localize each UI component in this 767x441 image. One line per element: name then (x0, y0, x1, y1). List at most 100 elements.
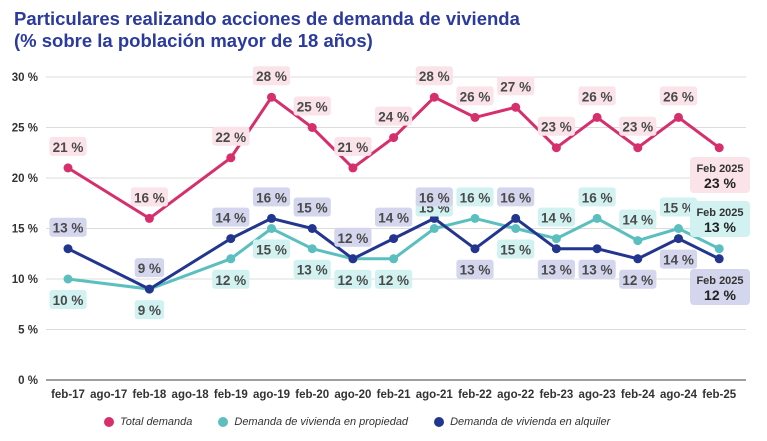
data-point (633, 254, 643, 264)
data-label: 27 % (500, 79, 531, 94)
data-point (674, 112, 683, 122)
x-tick-label: feb-20 (295, 389, 329, 401)
data-label: 13 % (53, 221, 84, 236)
data-point (714, 254, 724, 264)
x-tick-label: ago-20 (334, 389, 371, 401)
title-line-1: Particulares realizando acciones de dema… (14, 8, 520, 29)
data-point (511, 102, 521, 112)
data-label-bg (619, 209, 657, 229)
y-tick-label: 0 % (18, 375, 38, 387)
data-label: 14 % (663, 253, 694, 268)
data-label: 10 % (53, 293, 84, 308)
data-label: 13 % (582, 263, 613, 278)
legend-label-propiedad: Demanda de vivienda en propiedad (234, 416, 409, 428)
data-label: 25 % (297, 100, 328, 115)
y-tick-label: 15 % (12, 224, 38, 236)
data-label: 26 % (663, 89, 694, 104)
data-label-bg (252, 66, 291, 86)
data-label-bg (375, 207, 413, 227)
callout-box (690, 201, 750, 237)
data-point (714, 244, 724, 254)
data-point (429, 92, 439, 102)
legend: Total demanda Demanda de vivienda en pro… (104, 416, 610, 428)
callout-period: Feb 2025 (696, 275, 743, 287)
data-point (633, 143, 643, 153)
data-label: 15 % (297, 201, 328, 216)
data-label-bg (252, 187, 291, 207)
data-label-bg (212, 269, 250, 289)
legend-dot-total (104, 417, 114, 427)
legend-item-alquiler: Demanda de vivienda en alquiler (434, 416, 610, 428)
data-label: 28 % (256, 69, 287, 84)
data-label: 14 % (378, 211, 409, 226)
data-label-bg (134, 300, 165, 320)
data-point (144, 213, 154, 223)
data-label-bg (130, 187, 168, 207)
data-label: 13 % (297, 263, 328, 278)
data-label-bg (497, 239, 535, 259)
callout-value: 23 % (704, 175, 736, 191)
data-label: 16 % (256, 190, 287, 205)
x-tick-label: feb-25 (702, 389, 736, 401)
x-tick-label: feb-24 (621, 389, 655, 401)
data-point (674, 234, 683, 244)
legend-label-alquiler: Demanda de vivienda en alquiler (450, 416, 611, 428)
data-label: 23 % (622, 120, 653, 135)
data-label: 15 % (256, 243, 287, 258)
data-point (389, 234, 399, 244)
data-point (674, 224, 683, 233)
data-point (551, 143, 561, 153)
data-point (551, 244, 561, 254)
data-label: 14 % (541, 211, 572, 226)
data-point (714, 143, 724, 153)
x-tick-label: ago-23 (579, 389, 616, 401)
data-label-bg (293, 96, 331, 116)
legend-item-total: Total demanda (104, 416, 192, 428)
data-label-bg (659, 86, 698, 106)
data-label: 16 % (500, 190, 531, 205)
data-label-bg (578, 259, 616, 279)
x-tick-label: ago-24 (660, 389, 698, 401)
data-label-bg (537, 207, 575, 227)
y-tick-label: 20 % (12, 173, 38, 185)
data-label-bg (619, 116, 657, 136)
data-label-bg (49, 217, 87, 237)
data-label-bg (134, 258, 165, 278)
x-tick-label: feb-17 (51, 389, 85, 401)
data-point (592, 112, 602, 122)
data-label: 12 % (338, 231, 369, 246)
data-label-bg (375, 269, 413, 289)
data-label: 12 % (622, 273, 653, 288)
data-point (307, 123, 317, 132)
data-label: 21 % (338, 140, 369, 155)
callout-value: 13 % (704, 219, 736, 235)
legend-label-total: Total demanda (120, 416, 193, 428)
y-tick-label: 5 % (18, 325, 38, 337)
data-label-bg (293, 259, 331, 279)
data-label: 14 % (215, 211, 246, 226)
x-tick-label: feb-23 (539, 389, 573, 401)
data-label-bg (497, 76, 535, 96)
data-point (307, 244, 317, 254)
x-tick-label: ago-22 (497, 389, 534, 401)
data-label: 9 % (138, 303, 161, 318)
data-point (592, 213, 602, 223)
data-point (63, 244, 73, 254)
data-point (633, 236, 643, 246)
data-label-bg (212, 207, 250, 227)
data-point (63, 274, 73, 284)
data-label: 16 % (460, 190, 491, 205)
data-label: 21 % (53, 140, 84, 155)
data-label: 16 % (134, 190, 165, 205)
data-label-bg (334, 136, 372, 156)
data-point (389, 254, 399, 264)
data-label: 23 % (541, 120, 572, 135)
y-tick-label: 25 % (12, 123, 38, 135)
data-point (592, 244, 602, 254)
data-point (511, 213, 521, 223)
data-label: 16 % (582, 190, 613, 205)
data-label: 14 % (622, 213, 653, 228)
data-point (267, 224, 276, 233)
legend-dot-propiedad (218, 417, 229, 427)
